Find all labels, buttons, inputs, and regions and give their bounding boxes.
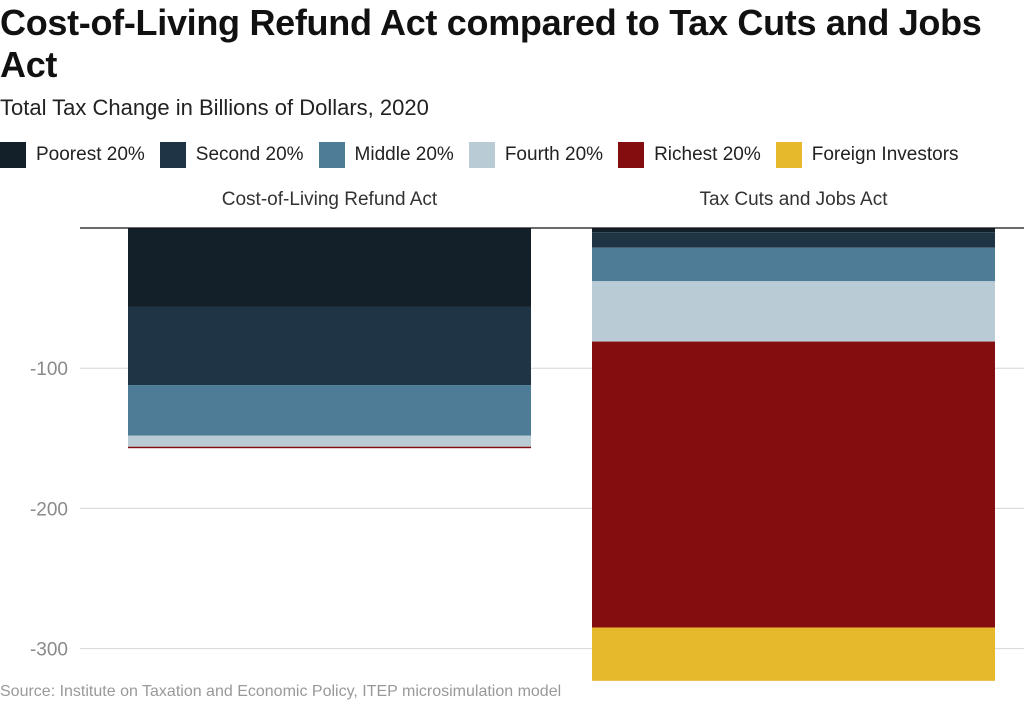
bar-segment: [592, 247, 995, 282]
legend-label: Poorest 20%: [36, 144, 145, 165]
bar-segment: [592, 281, 995, 342]
legend-item: Fourth 20%: [468, 142, 604, 168]
bar-segment: [592, 341, 995, 628]
source-note: Source: Institute on Taxation and Econom…: [0, 683, 562, 700]
y-tick-label: -300: [30, 640, 68, 661]
legend-label: Richest 20%: [654, 144, 761, 165]
legend-item: Richest 20%: [618, 142, 761, 168]
legend-swatch: [618, 142, 645, 168]
bar-segment: [128, 446, 531, 449]
bar-segment: [128, 385, 531, 436]
legend: Poorest 20% Second 20% Middle 20% Fourth 20…: [0, 140, 974, 170]
category-label: Tax Cuts and Jobs Act: [700, 189, 889, 210]
bar-segment: [128, 228, 531, 307]
legend-swatch: [468, 142, 495, 168]
legend-item: Poorest 20%: [0, 142, 145, 168]
y-tick-label: -200: [30, 499, 68, 520]
legend-label: Middle 20%: [354, 144, 454, 165]
bar-segment: [592, 627, 995, 681]
legend-swatch: [0, 142, 26, 168]
legend-swatch: [318, 142, 345, 168]
bar-segment: [128, 435, 531, 447]
bar-segment: [592, 228, 995, 233]
chart-subtitle: Total Tax Change in Billions of Dollars,…: [0, 95, 429, 120]
legend-label: Second 20%: [195, 144, 304, 165]
legend-item: Middle 20%: [318, 142, 454, 168]
y-tick-label: -100: [30, 359, 68, 380]
legend-item: Foreign Investors: [775, 142, 959, 168]
bar-segment: [128, 306, 531, 386]
legend-swatch: [775, 142, 802, 168]
bar-segment: [592, 232, 995, 248]
legend-label: Foreign Investors: [811, 144, 959, 165]
legend-swatch: [159, 142, 186, 168]
stacked-bar-chart: -100 -200 -300 Cost-of-Living Refund Act Tax…: [30, 189, 1024, 681]
category-label: Cost-of-Living Refund Act: [222, 189, 438, 210]
legend-item: Second 20%: [159, 142, 304, 168]
legend-label: Fourth 20%: [504, 144, 604, 165]
chart-title: Cost-of-Living Refund Act compared to Ta…: [0, 2, 982, 85]
